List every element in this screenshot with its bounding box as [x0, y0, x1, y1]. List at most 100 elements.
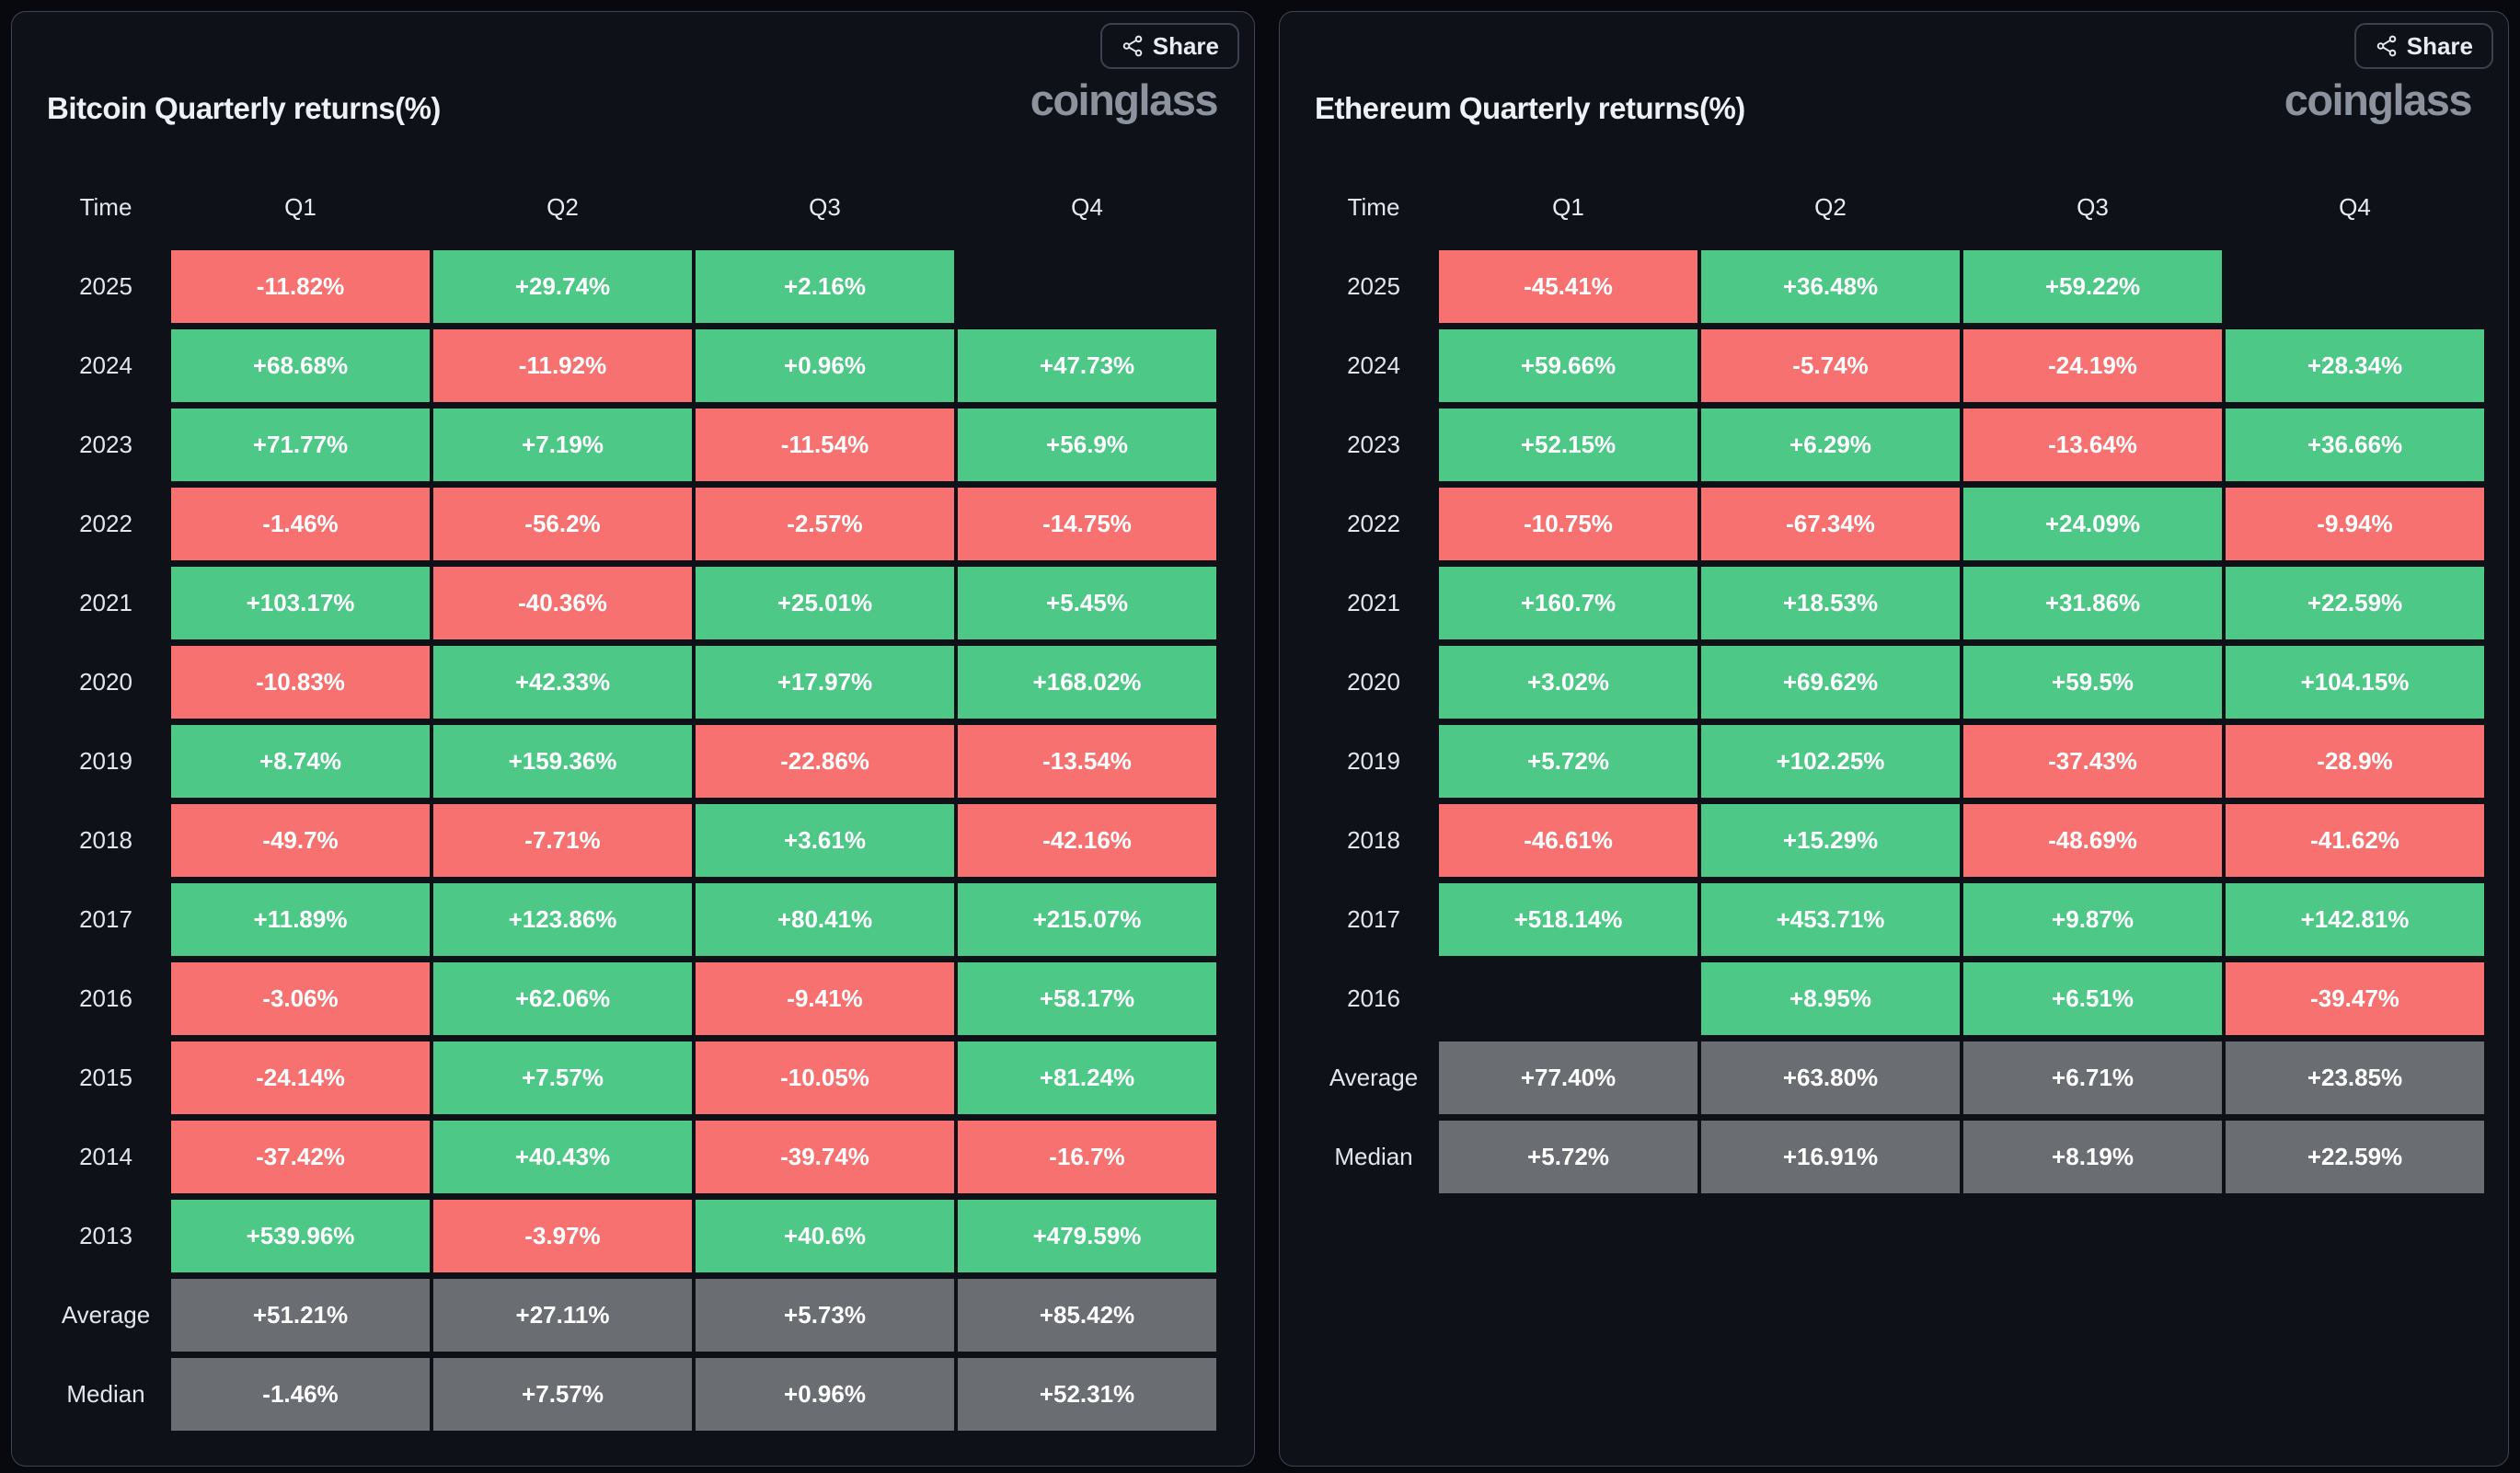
table-row: 2019 +5.72% +102.25% -37.43% -28.9% [1312, 725, 2484, 798]
return-cell: +16.91% [1701, 1121, 1960, 1193]
return-cell: -9.94% [2226, 488, 2484, 560]
return-cell: +22.59% [2226, 567, 2484, 639]
row-label-summary: Average [61, 1301, 151, 1329]
table-row: 2021 +160.7% +18.53% +31.86% +22.59% [1312, 567, 2484, 639]
return-cell: +28.34% [2226, 329, 2484, 402]
row-label-year: 2015 [79, 1064, 132, 1091]
column-header-q2: Q2 [547, 193, 579, 221]
share-nodes-icon [2375, 34, 2399, 58]
return-cell: +52.15% [1439, 409, 1697, 481]
row-label-summary: Average [1329, 1064, 1419, 1091]
table-row: 2018 -46.61% +15.29% -48.69% -41.62% [1312, 804, 2484, 877]
return-cell: -37.43% [1963, 725, 2222, 798]
return-cell: -1.46% [171, 1358, 430, 1431]
column-header-q1: Q1 [1552, 193, 1584, 221]
return-cell: -42.16% [958, 804, 1216, 877]
return-cell: -11.92% [433, 329, 692, 402]
return-cell: +36.66% [2226, 409, 2484, 481]
share-button-label: Share [2406, 31, 2473, 60]
return-cell: -56.2% [433, 488, 692, 560]
return-cell: +8.19% [1963, 1121, 2222, 1193]
share-button-label: Share [1152, 31, 1219, 60]
return-cell: +59.22% [1963, 250, 2222, 323]
row-label-year: 2021 [79, 589, 132, 616]
table-row: 2025 -11.82% +29.74% +2.16% [44, 250, 1216, 323]
return-cell: +22.59% [2226, 1121, 2484, 1193]
table-row: 2022 -10.75% -67.34% +24.09% -9.94% [1312, 488, 2484, 560]
share-button[interactable]: Share [1099, 23, 1239, 69]
return-cell: +40.6% [696, 1200, 954, 1272]
return-cell: +9.87% [1963, 883, 2222, 956]
table-row: 2013 +539.96% -3.97% +40.6% +479.59% [44, 1200, 1216, 1272]
table-row: 2022 -1.46% -56.2% -2.57% -14.75% [44, 488, 1216, 560]
share-button[interactable]: Share [2353, 23, 2493, 69]
row-label-year: 2024 [1347, 351, 1400, 379]
table-row: 2021 +103.17% -40.36% +25.01% +5.45% [44, 567, 1216, 639]
return-cell: +69.62% [1701, 646, 1960, 719]
return-cell: +123.86% [433, 883, 692, 956]
quarterly-returns-table: Time Q1 Q2 Q3 Q4 2025 -45.41% +36.48% +59.22% 202… [1312, 187, 2484, 1200]
column-header-q1: Q1 [284, 193, 316, 221]
return-cell: -14.75% [958, 488, 1216, 560]
table-header-row: Time Q1 Q2 Q3 Q4 [1312, 187, 2484, 228]
return-cell: +7.57% [433, 1041, 692, 1114]
return-cell: +102.25% [1701, 725, 1960, 798]
return-cell: +518.14% [1439, 883, 1697, 956]
return-cell: +0.96% [696, 1358, 954, 1431]
column-header-q4: Q4 [1071, 193, 1103, 221]
return-cell: +11.89% [171, 883, 430, 956]
row-label-year: 2023 [1347, 431, 1400, 458]
return-cell: -13.64% [1963, 409, 2222, 481]
return-cell: +68.68% [171, 329, 430, 402]
return-cell: +6.51% [1963, 962, 2222, 1035]
bitcoin-returns-panel: Share Bitcoin Quarterly returns(%) coing… [11, 11, 1255, 1467]
share-nodes-icon [1121, 34, 1145, 58]
return-cell: +63.80% [1701, 1041, 1960, 1114]
return-cell: -1.46% [171, 488, 430, 560]
return-cell: +31.86% [1963, 567, 2222, 639]
return-cell: +85.42% [958, 1279, 1216, 1352]
page-title: Ethereum Quarterly returns(%) [1315, 91, 1745, 125]
page-title: Bitcoin Quarterly returns(%) [47, 91, 441, 125]
return-cell: +71.77% [171, 409, 430, 481]
return-cell: +18.53% [1701, 567, 1960, 639]
return-cell: +479.59% [958, 1200, 1216, 1272]
return-cell: -9.41% [696, 962, 954, 1035]
table-row: 2014 -37.42% +40.43% -39.74% -16.7% [44, 1121, 1216, 1193]
return-cell: -41.62% [2226, 804, 2484, 877]
return-cell: +51.21% [171, 1279, 430, 1352]
return-cell: +104.15% [2226, 646, 2484, 719]
table-row: Average +51.21% +27.11% +5.73% +85.42% [44, 1279, 1216, 1352]
row-label-year: 2022 [1347, 510, 1400, 537]
return-cell: -22.86% [696, 725, 954, 798]
return-cell: +62.06% [433, 962, 692, 1035]
return-cell: +56.9% [958, 409, 1216, 481]
row-label-year: 2025 [79, 272, 132, 300]
return-cell: -28.9% [2226, 725, 2484, 798]
return-cell [2226, 250, 2484, 323]
row-label-year: 2013 [79, 1222, 132, 1249]
return-cell: +15.29% [1701, 804, 1960, 877]
return-cell: +215.07% [958, 883, 1216, 956]
row-label-year: 2022 [79, 510, 132, 537]
return-cell: +168.02% [958, 646, 1216, 719]
return-cell: -11.54% [696, 409, 954, 481]
return-cell: +5.72% [1439, 1121, 1697, 1193]
table-row: 2015 -24.14% +7.57% -10.05% +81.24% [44, 1041, 1216, 1114]
return-cell: -24.19% [1963, 329, 2222, 402]
table-row: Average +77.40% +63.80% +6.71% +23.85% [1312, 1041, 2484, 1114]
column-header-time: Time [79, 193, 132, 221]
table-row: 2024 +59.66% -5.74% -24.19% +28.34% [1312, 329, 2484, 402]
coinglass-logo: coinglass [1030, 75, 1219, 124]
return-cell: +539.96% [171, 1200, 430, 1272]
return-cell: +103.17% [171, 567, 430, 639]
return-cell: -37.42% [171, 1121, 430, 1193]
return-cell: +77.40% [1439, 1041, 1697, 1114]
return-cell: -3.06% [171, 962, 430, 1035]
row-label-year: 2019 [79, 747, 132, 775]
return-cell: +0.96% [696, 329, 954, 402]
return-cell: +453.71% [1701, 883, 1960, 956]
table-row: Median +5.72% +16.91% +8.19% +22.59% [1312, 1121, 2484, 1193]
return-cell: +47.73% [958, 329, 1216, 402]
return-cell [958, 250, 1216, 323]
